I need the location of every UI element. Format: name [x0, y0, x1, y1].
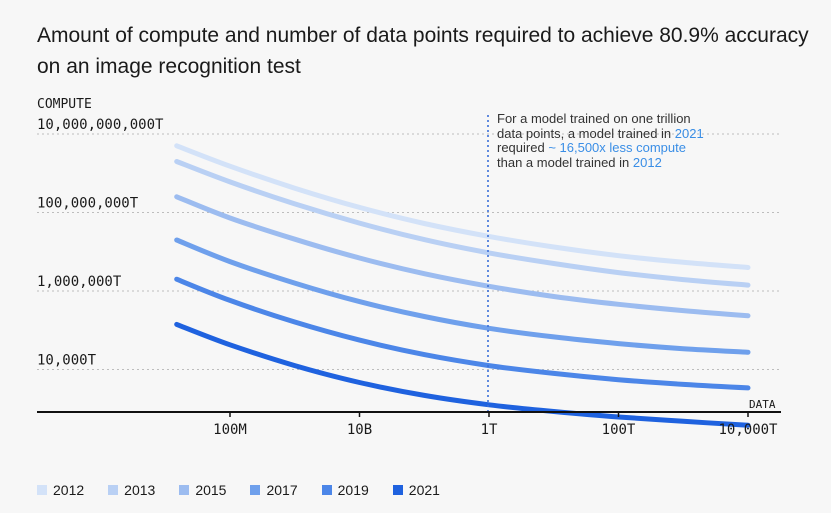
gridlines [37, 133, 781, 370]
legend: 2012 2013 2015 2017 2019 2021 [37, 482, 464, 498]
series-line-2017 [174, 237, 751, 355]
legend-label: 2017 [266, 482, 298, 498]
series-line-2013 [174, 159, 751, 288]
annotation-line-3-text: required [497, 140, 549, 155]
chart-title: Amount of compute and number of data poi… [37, 24, 809, 78]
x-tick-marks [229, 412, 749, 417]
series-line-2021 [174, 321, 751, 428]
legend-item-2021: 2021 [392, 482, 440, 498]
annotation-line-1: For a model trained on one trillion [497, 111, 691, 126]
annotation-line-4: than a model trained in 2012 [497, 154, 737, 171]
annotation-highlight: ~ 16,500x less compute [548, 140, 686, 155]
y-axis-label: COMPUTE [37, 97, 92, 112]
y-tick-labels: 10,000T 1,000,000T 100,000,000T 10,000,000,… [37, 117, 164, 369]
legend-swatch [179, 485, 190, 495]
legend-label: 2021 [408, 482, 440, 498]
x-tick-label: 1T [481, 422, 498, 438]
legend-label: 2015 [195, 482, 227, 498]
x-axis-label: DATA [749, 398, 776, 411]
legend-item-2019: 2019 [321, 482, 369, 498]
y-tick-label: 10,000,000,000T [37, 117, 164, 133]
annotation-line-4-text: than a model trained in [497, 154, 633, 170]
annotation-year-2021: 2021 [674, 125, 704, 141]
legend-item-2015: 2015 [179, 482, 226, 498]
legend-item-2012: 2012 [37, 482, 84, 498]
legend-label: 2012 [53, 482, 85, 498]
y-tick-label: 1,000,000T [37, 274, 122, 290]
legend-item-2017: 2017 [250, 482, 298, 498]
annotation: For a model trained on one trillion data… [497, 111, 737, 171]
x-tick-label: 10B [347, 422, 372, 438]
annotation-year-2012: 2012 [632, 154, 662, 170]
y-tick-label: 10,000T [37, 353, 97, 369]
legend-swatch [250, 485, 261, 495]
legend-swatch [108, 485, 119, 495]
legend-label: 2019 [337, 482, 369, 498]
series-line-2012 [174, 143, 751, 270]
legend-swatch [321, 485, 332, 495]
legend-swatch [392, 485, 403, 495]
annotation-line-2-text: data points, a model trained in [497, 125, 675, 141]
y-tick-label: 100,000,000T [37, 196, 139, 212]
x-tick-labels: 100M 10B 1T 100T 10,000T [213, 422, 778, 438]
legend-swatch [37, 485, 47, 495]
legend-label: 2013 [124, 482, 156, 498]
legend-item-2013: 2013 [108, 482, 155, 498]
x-tick-label: 100T [602, 422, 636, 438]
series-lines [174, 143, 751, 428]
x-tick-label: 10,000T [718, 422, 778, 438]
annotation-line-2: data points, a model trained in 2021 [497, 125, 737, 142]
x-tick-label: 100M [213, 422, 247, 438]
annotation-line-3: required ~ 16,500x less compute [497, 140, 737, 156]
series-line-2015 [174, 194, 751, 319]
series-line-2019 [174, 276, 751, 391]
